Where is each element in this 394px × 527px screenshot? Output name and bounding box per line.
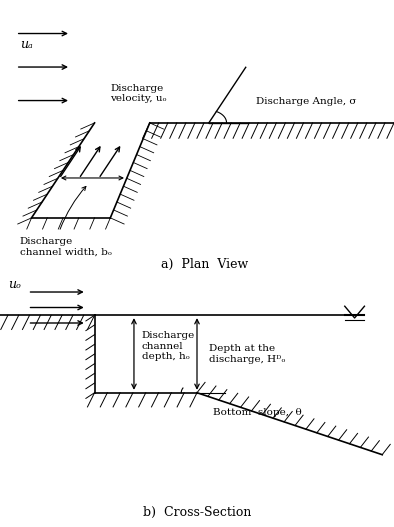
- Text: Discharge
channel
depth, hₒ: Discharge channel depth, hₒ: [142, 331, 195, 361]
- Text: Depth at the
discharge, Hᴰₒ: Depth at the discharge, Hᴰₒ: [209, 344, 285, 364]
- Text: Discharge Angle, σ: Discharge Angle, σ: [256, 97, 357, 106]
- Text: Discharge
velocity, uₒ: Discharge velocity, uₒ: [110, 84, 167, 103]
- Text: uₒ: uₒ: [8, 278, 21, 291]
- Text: Discharge
channel width, bₒ: Discharge channel width, bₒ: [20, 237, 112, 257]
- Text: uₐ: uₐ: [20, 38, 32, 51]
- Text: b)  Cross-Section: b) Cross-Section: [143, 506, 251, 519]
- Text: Bottom  slope,  θ: Bottom slope, θ: [213, 408, 301, 417]
- Text: a)  Plan  View: a) Plan View: [161, 258, 249, 271]
